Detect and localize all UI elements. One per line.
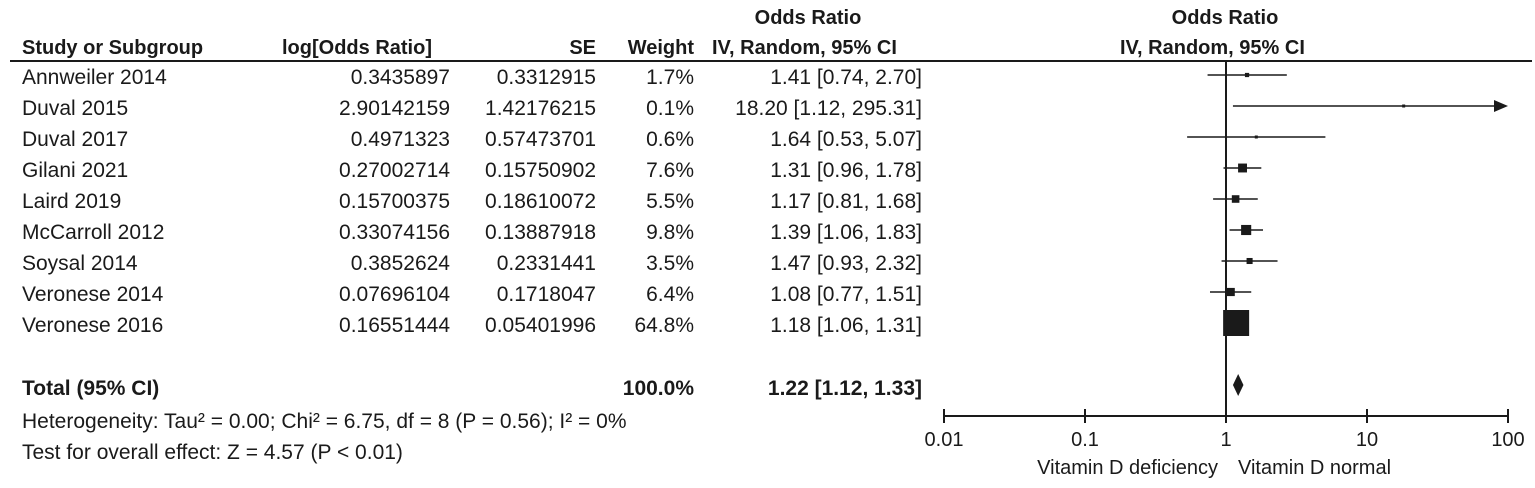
log-or-value: 0.15700375 (339, 190, 450, 213)
ci-value: 1.17 [0.81, 1.68] (770, 190, 922, 213)
ci-value: 1.41 [0.74, 2.70] (770, 66, 922, 89)
log-or-value: 0.3852624 (350, 252, 450, 275)
study-name: Laird 2019 (22, 190, 122, 213)
total-label: Total (95% CI) (22, 377, 160, 400)
se-value: 0.57473701 (485, 128, 596, 151)
log-or-value: 2.90142159 (339, 97, 450, 120)
ci-value: 1.39 [1.06, 1.83] (770, 221, 922, 244)
point-estimate (1238, 163, 1247, 173)
se-value: 0.2331441 (496, 252, 596, 275)
or-group-header-right: Odds Ratio (1171, 7, 1279, 29)
study-name: Veronese 2016 (22, 314, 164, 337)
study-name: Gilani 2021 (22, 159, 129, 182)
col-header-log-or: log[Odds Ratio] (282, 37, 432, 59)
se-value: 1.42176215 (485, 97, 596, 120)
tick-label: 0.01 (925, 429, 964, 451)
total-ci: 1.22 [1.12, 1.33] (767, 377, 922, 400)
total-weight: 100.0% (622, 377, 694, 400)
overall-effect-text: Test for overall effect: Z = 4.57 (P < 0… (22, 441, 403, 464)
point-estimate (1402, 104, 1406, 108)
col-header-plot-ci: IV, Random, 95% CI (1120, 37, 1305, 59)
point-estimate (1223, 310, 1250, 336)
pooled-diamond (1232, 374, 1244, 396)
weight-value: 7.6% (646, 159, 694, 182)
se-value: 0.3312915 (496, 66, 596, 89)
col-header-weight: Weight (627, 37, 694, 59)
se-value: 0.1718047 (496, 283, 596, 306)
point-estimate (1231, 195, 1240, 203)
point-estimate (1241, 224, 1252, 236)
weight-value: 3.5% (646, 252, 694, 275)
log-or-value: 0.27002714 (339, 159, 450, 182)
ci-value: 1.31 [0.96, 1.78] (770, 159, 922, 182)
weight-value: 0.1% (646, 97, 694, 120)
point-estimate (1246, 257, 1253, 265)
col-header-se: SE (569, 37, 596, 59)
study-name: Soysal 2014 (22, 252, 138, 275)
header-rule (10, 60, 1532, 62)
se-value: 0.05401996 (485, 314, 596, 337)
tick-label: 1 (1220, 429, 1231, 451)
ci-value: 1.47 [0.93, 2.32] (770, 252, 922, 275)
ci-value: 1.64 [0.53, 5.07] (770, 128, 922, 151)
ci-arrow (1494, 100, 1508, 112)
axis-label-left: Vitamin D deficiency (1037, 457, 1218, 479)
log-or-value: 0.33074156 (339, 221, 450, 244)
heterogeneity-text: Heterogeneity: Tau² = 0.00; Chi² = 6.75,… (22, 410, 627, 433)
weight-value: 9.8% (646, 221, 694, 244)
weight-value: 64.8% (634, 314, 694, 337)
weight-value: 5.5% (646, 190, 694, 213)
se-value: 0.13887918 (485, 221, 596, 244)
se-value: 0.18610072 (485, 190, 596, 213)
col-header-study: Study or Subgroup (22, 37, 204, 59)
log-or-value: 0.3435897 (350, 66, 450, 89)
tick-label: 0.1 (1071, 429, 1099, 451)
weight-value: 1.7% (646, 66, 694, 89)
study-name: Veronese 2014 (22, 283, 164, 306)
or-group-header-left: Odds Ratio (754, 7, 862, 29)
weight-value: 0.6% (646, 128, 694, 151)
log-or-value: 0.4971323 (350, 128, 450, 151)
tick-label: 10 (1356, 429, 1378, 451)
axis-label-right: Vitamin D normal (1238, 457, 1391, 479)
log-or-value: 0.16551444 (339, 314, 450, 337)
study-name: McCarroll 2012 (22, 221, 165, 244)
ci-value: 18.20 [1.12, 295.31] (735, 97, 922, 120)
weight-value: 6.4% (646, 283, 694, 306)
se-value: 0.15750902 (485, 159, 596, 182)
col-header-ci: IV, Random, 95% CI (712, 37, 897, 59)
ci-value: 1.18 [1.06, 1.31] (770, 314, 922, 337)
tick-label: 100 (1491, 429, 1524, 451)
point-estimate (1226, 287, 1235, 297)
point-estimate (1254, 135, 1258, 139)
ci-value: 1.08 [0.77, 1.51] (770, 283, 922, 306)
study-name: Annweiler 2014 (22, 66, 167, 89)
study-name: Duval 2017 (22, 128, 129, 151)
log-or-value: 0.07696104 (339, 283, 450, 306)
point-estimate (1244, 72, 1250, 78)
study-name: Duval 2015 (22, 97, 129, 120)
